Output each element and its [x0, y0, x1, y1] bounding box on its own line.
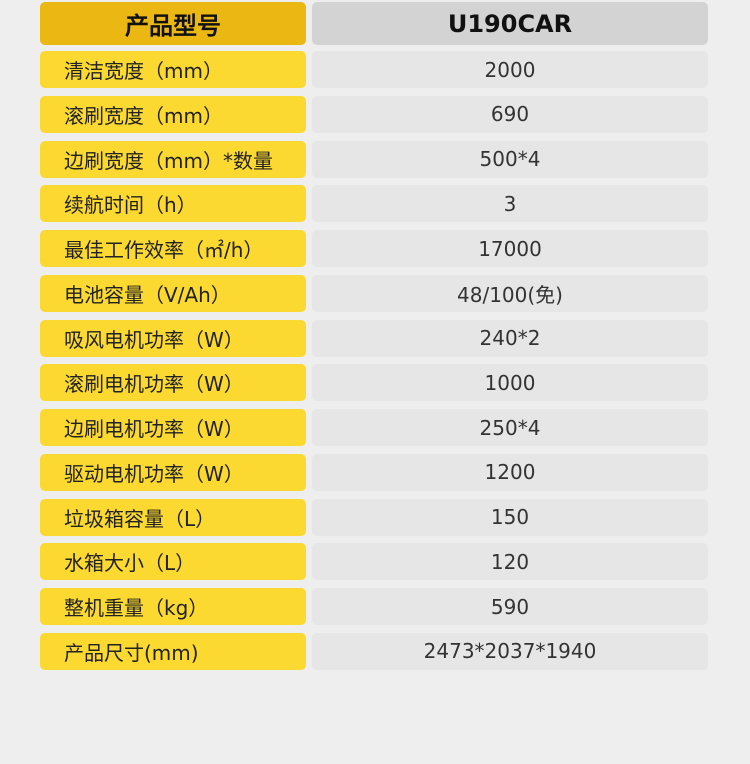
spec-value: 48/100(免)	[312, 274, 708, 312]
spec-value: 250*4	[312, 409, 708, 447]
spec-value: 120	[312, 543, 708, 581]
spec-label: 最佳工作效率（㎡/h）	[40, 230, 306, 268]
spec-label: 产品尺寸(mm)	[40, 632, 306, 670]
spec-table: 产品型号 U190CAR 清洁宽度（mm） 2000 滚刷宽度（mm） 690 边刷宽度…	[40, 2, 708, 678]
spec-value: 2000	[312, 51, 708, 88]
spec-label: 边刷宽度（mm）*数量	[40, 140, 306, 178]
table-row: 最佳工作效率（㎡/h） 17000	[40, 230, 708, 268]
table-row: 滚刷电机功率（W） 1000	[40, 364, 708, 402]
table-row: 边刷宽度（mm）*数量 500*4	[40, 140, 708, 178]
spec-label: 垃圾箱容量（L）	[40, 498, 306, 536]
spec-value: 3	[312, 185, 708, 223]
spec-label: 滚刷宽度（mm）	[40, 95, 306, 133]
spec-label: 滚刷电机功率（W）	[40, 364, 306, 402]
table-row: 整机重量（kg） 590	[40, 588, 708, 626]
table-row: 清洁宽度（mm） 2000	[40, 51, 708, 88]
table-row: 吸风电机功率（W） 240*2	[40, 319, 708, 357]
spec-value: 17000	[312, 230, 708, 268]
table-row: 滚刷宽度（mm） 690	[40, 95, 708, 133]
spec-label: 整机重量（kg）	[40, 588, 306, 626]
table-row: 驱动电机功率（W） 1200	[40, 453, 708, 491]
spec-value: 590	[312, 588, 708, 626]
table-row: 垃圾箱容量（L） 150	[40, 498, 708, 536]
spec-label: 水箱大小（L）	[40, 543, 306, 581]
spec-value: 1000	[312, 364, 708, 402]
table-row: 续航时间（h） 3	[40, 185, 708, 223]
spec-label: 驱动电机功率（W）	[40, 453, 306, 491]
spec-value: 240*2	[312, 319, 708, 357]
table-row: 边刷电机功率（W） 250*4	[40, 409, 708, 447]
spec-value: 690	[312, 95, 708, 133]
table-header: 产品型号 U190CAR	[40, 2, 708, 45]
spec-value: 500*4	[312, 140, 708, 178]
spec-label: 电池容量（V/Ah）	[40, 274, 306, 312]
spec-label: 清洁宽度（mm）	[40, 51, 306, 88]
spec-value: 150	[312, 498, 708, 536]
header-label: 产品型号	[40, 2, 306, 45]
header-model: U190CAR	[312, 2, 708, 45]
table-row: 水箱大小（L） 120	[40, 543, 708, 581]
spec-label: 边刷电机功率（W）	[40, 409, 306, 447]
spec-label: 吸风电机功率（W）	[40, 319, 306, 357]
spec-value: 1200	[312, 453, 708, 491]
table-row: 电池容量（V/Ah） 48/100(免)	[40, 274, 708, 312]
table-row: 产品尺寸(mm) 2473*2037*1940	[40, 632, 708, 670]
spec-label: 续航时间（h）	[40, 185, 306, 223]
spec-value: 2473*2037*1940	[312, 632, 708, 670]
